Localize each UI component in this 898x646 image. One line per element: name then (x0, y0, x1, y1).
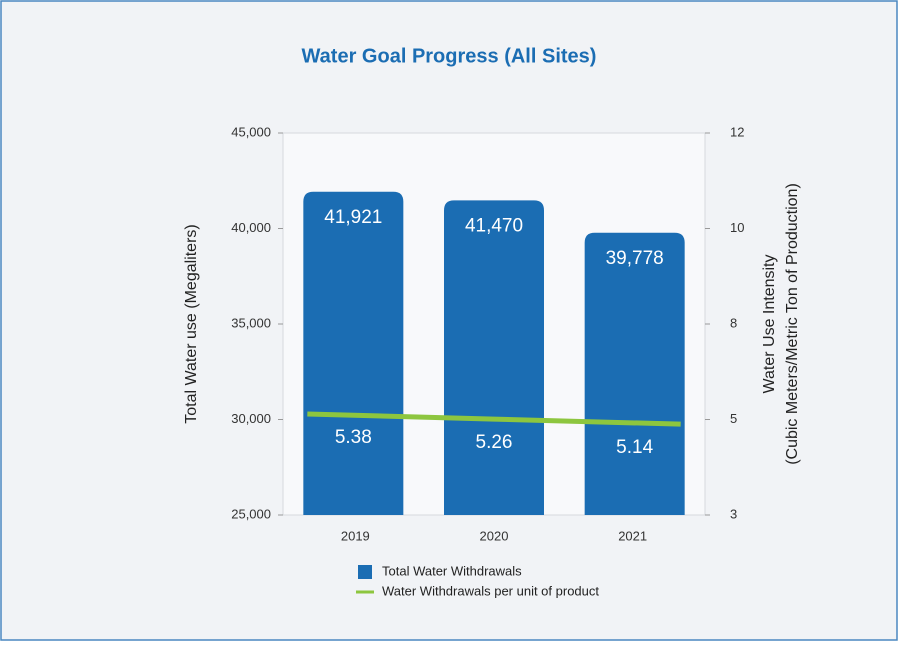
bar-value-label: 39,778 (606, 248, 664, 269)
y2-axis-label: Water Use Intensity (761, 254, 778, 393)
legend-label: Total Water Withdrawals (382, 563, 522, 578)
legend-swatch (358, 565, 372, 579)
line (307, 411, 681, 427)
bar (584, 232, 685, 515)
y2-tick-label: 12 (730, 124, 744, 139)
x-tick-label: 2020 (480, 528, 509, 543)
y2-tick-label: 10 (730, 220, 744, 235)
line-value-label: 5.38 (335, 427, 372, 448)
bar (303, 191, 404, 515)
bar-value-label: 41,470 (465, 215, 523, 236)
y-tick-label: 45,000 (231, 124, 271, 139)
y-axis-label: Total Water use (Megaliters) (183, 224, 200, 423)
line-value-label: 5.26 (476, 432, 513, 453)
y-tick-label: 30,000 (231, 411, 271, 426)
y2-tick-label: 5 (730, 411, 737, 426)
legend-label: Water Withdrawals per unit of product (382, 583, 599, 598)
y2-tick-label: 8 (730, 315, 737, 330)
bar (444, 200, 544, 515)
chart-title: Water Goal Progress (All Sites) (302, 45, 597, 67)
x-tick-label: 2019 (341, 528, 370, 543)
y-tick-label: 35,000 (231, 315, 271, 330)
bar-value-label: 41,921 (324, 207, 382, 228)
x-tick-label: 2021 (618, 528, 647, 543)
y2-tick-label: 3 (730, 506, 737, 521)
y2-axis-label: (Cubic Meters/Metric Ton of Production) (784, 183, 801, 465)
y-tick-label: 40,000 (231, 220, 271, 235)
y-tick-label: 25,000 (231, 506, 271, 521)
line-value-label: 5.14 (616, 437, 653, 458)
